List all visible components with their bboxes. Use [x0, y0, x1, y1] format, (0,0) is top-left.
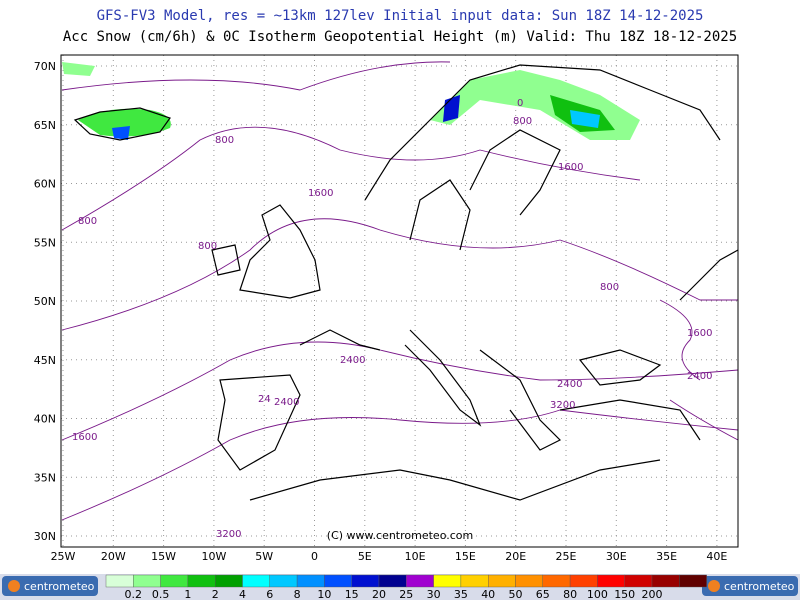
lon-label: 30E: [606, 550, 627, 563]
legend-swatch: [324, 574, 352, 588]
lon-label: 10E: [405, 550, 426, 563]
legend-label: 80: [563, 588, 577, 600]
grid: 70N 65N 60N 55N 50N 45N 40N 35N 30N 25W 20W 15W 10W 5…: [34, 55, 738, 563]
legend-label: 2: [212, 588, 219, 600]
lon-label: 5E: [358, 550, 372, 563]
logo-text: centrometeo: [724, 580, 795, 593]
lat-label: 35N: [34, 471, 56, 484]
isotherm-lines: [61, 61, 739, 521]
lat-label: 40N: [34, 413, 56, 426]
lon-label: 25W: [51, 550, 76, 563]
legend-label: 150: [614, 588, 635, 600]
legend-swatch: [378, 574, 407, 588]
lon-label: 15E: [455, 550, 476, 563]
snow-areas: [62, 62, 640, 140]
contour-label: 2400: [557, 379, 582, 390]
legend-label: 0.2: [125, 588, 143, 600]
contour-label: 800: [78, 216, 97, 227]
lon-label: 10W: [201, 550, 226, 563]
legend-swatch: [160, 574, 189, 588]
lon-label: 25E: [556, 550, 577, 563]
map-frame: [60, 54, 739, 548]
legend-swatch: [269, 574, 298, 588]
legend-label: 65: [536, 588, 550, 600]
coastlines: [73, 64, 739, 501]
lon-label: 40E: [706, 550, 727, 563]
contour-label: 2400: [274, 397, 299, 408]
legend-label: 50: [509, 588, 523, 600]
legend-swatch: [433, 574, 462, 588]
logo-left: centrometeo: [2, 576, 98, 596]
legend-label: 200: [642, 588, 663, 600]
contour-label: 800: [198, 241, 217, 252]
contour-label: 800: [600, 282, 619, 293]
lon-label: 35E: [656, 550, 677, 563]
contour-label: 0: [517, 98, 523, 109]
contour-label: 3200: [550, 400, 575, 411]
logo-right: centrometeo: [702, 576, 798, 596]
legend-label: 8: [294, 588, 301, 600]
legend-label: 20: [372, 588, 386, 600]
legend-swatch: [460, 574, 489, 588]
legend-swatch: [406, 574, 434, 588]
legend-swatch: [515, 574, 543, 588]
legend-label: 15: [345, 588, 359, 600]
legend-label: 0.5: [152, 588, 170, 600]
contour-label: 3200: [216, 529, 241, 540]
legend-swatch: [488, 574, 516, 588]
contour-label: 800: [513, 116, 532, 127]
legend-label: 25: [399, 588, 413, 600]
contour-label: 1600: [558, 162, 583, 173]
lat-label: 65N: [34, 119, 56, 132]
legend-swatch: [133, 574, 161, 588]
legend-label: 4: [239, 588, 246, 600]
legend-swatch: [542, 574, 571, 588]
legend-swatch: [597, 574, 625, 588]
lon-label: 20E: [505, 550, 526, 563]
copyright: (C) www.centrometeo.com: [327, 529, 473, 542]
legend-label: 6: [266, 588, 273, 600]
legend-swatch: [214, 574, 243, 588]
legend-label: 30: [427, 588, 441, 600]
lat-label: 60N: [34, 178, 56, 191]
contour-label: 2400: [687, 371, 712, 382]
contour-label: 1600: [72, 432, 97, 443]
legend-swatch: [679, 574, 707, 588]
legend-label: 35: [454, 588, 468, 600]
lat-label: 55N: [34, 236, 56, 249]
legend-swatch: [242, 574, 270, 588]
contour-label: 1600: [687, 328, 712, 339]
legend-label: 100: [587, 588, 608, 600]
lon-label: 5W: [255, 550, 273, 563]
lon-label: 15W: [151, 550, 176, 563]
legend: 0.2 0.5 1 2 4 6 8 10 15 20 25 30 35 40 50 65 80 100 150 200: [105, 574, 707, 601]
legend-swatch: [624, 574, 653, 588]
lat-label: 45N: [34, 354, 56, 367]
logo-text: centrometeo: [24, 580, 95, 593]
contour-label: 800: [215, 135, 234, 146]
lat-label: 70N: [34, 60, 56, 73]
subtitle: Acc Snow (cm/6h) & 0C Isotherm Geopotent…: [63, 29, 737, 45]
contour-label: 2400: [340, 355, 365, 366]
legend-swatch: [651, 574, 680, 588]
contour-labels: 800 800 800 1600 1600 800 0 800 1600 240…: [72, 98, 712, 540]
legend-swatch: [187, 574, 216, 588]
title: GFS-FV3 Model, res = ~13km 127lev Initia…: [97, 8, 704, 24]
legend-label: 40: [481, 588, 495, 600]
legend-label: 1: [184, 588, 191, 600]
legend-label: 10: [317, 588, 331, 600]
legend-swatch: [569, 574, 598, 588]
legend-swatch: [351, 574, 380, 588]
lat-label: 50N: [34, 295, 56, 308]
legend-swatch: [105, 574, 134, 588]
lon-label: 20W: [101, 550, 126, 563]
contour-label: 24: [258, 394, 271, 405]
lon-label: 0: [311, 550, 318, 563]
legend-swatch: [296, 574, 325, 588]
lat-label: 30N: [34, 530, 56, 543]
contour-label: 1600: [308, 188, 333, 199]
